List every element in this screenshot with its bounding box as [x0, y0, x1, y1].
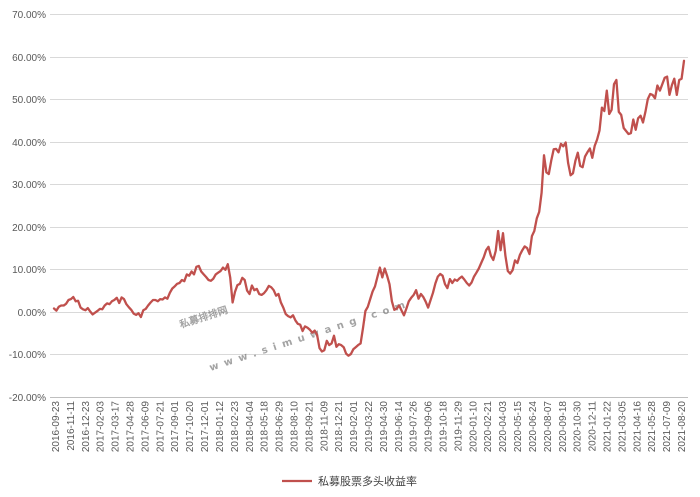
x-tick-label: 2018-09-21 [304, 401, 315, 453]
y-tick-label: 50.00% [12, 95, 46, 106]
x-tick-label: 2021-07-09 [662, 401, 673, 453]
x-tick-label: 2017-10-20 [185, 401, 196, 453]
x-tick-label: 2018-01-12 [215, 401, 226, 453]
x-tick-label: 2019-04-30 [379, 401, 390, 453]
x-tick-label: 2018-02-23 [230, 401, 241, 453]
x-tick-label: 2018-08-10 [289, 401, 300, 453]
watermark-text: 私募排排网 [177, 303, 230, 331]
x-tick-label: 2020-06-24 [528, 401, 539, 453]
x-tick-label: 2017-12-01 [200, 401, 211, 453]
x-tick-label: 2020-04-03 [498, 401, 509, 453]
y-tick-label: -20.00% [9, 393, 46, 404]
gridlines [50, 14, 688, 398]
y-tick-label: -10.00% [9, 350, 46, 361]
x-tick-label: 2018-06-29 [275, 401, 286, 453]
x-tick-label: 2021-05-28 [647, 401, 658, 453]
y-tick-label: 10.00% [12, 265, 46, 276]
series-group [52, 59, 686, 357]
x-tick-label: 2021-03-05 [617, 401, 628, 453]
series-line [52, 59, 686, 357]
x-tick-label: 2020-08-07 [543, 401, 554, 453]
y-tick-label: 30.00% [12, 180, 46, 191]
x-tick-label: 2020-01-10 [468, 401, 479, 453]
x-tick-label: 2021-08-20 [677, 401, 688, 453]
watermark-url: www.simuwang.com [208, 298, 412, 374]
x-tick-label: 2020-10-30 [573, 401, 584, 453]
x-tick-label: 2020-12-11 [588, 401, 599, 452]
y-tick-label: 40.00% [12, 138, 46, 149]
x-tick-label: 2017-09-01 [170, 401, 181, 453]
x-tick-label: 2017-06-09 [140, 401, 151, 453]
x-tick-label: 2019-11-29 [453, 401, 464, 452]
x-tick-label: 2020-09-18 [558, 401, 569, 453]
x-tick-label: 2019-06-14 [394, 401, 405, 453]
y-tick-label: 20.00% [12, 223, 46, 234]
x-tick-label: 2016-09-23 [51, 401, 62, 453]
x-tick-label: 2018-11-09 [319, 401, 330, 452]
y-tick-label: 0.00% [18, 308, 46, 319]
x-tick-label: 2019-09-06 [424, 401, 435, 453]
x-tick-label: 2020-05-15 [513, 401, 524, 453]
x-tick-label: 2019-10-18 [439, 401, 450, 453]
y-tick-label: 60.00% [12, 53, 46, 64]
y-tick-label: 70.00% [12, 10, 46, 21]
y-axis-tick-labels: -20.00% -10.00% 0.00% 10.00% 20.00% 30.00% 40.… [9, 10, 46, 404]
x-tick-label: 2018-04-04 [245, 401, 256, 453]
legend-label: 私募股票多头收益率 [318, 474, 417, 488]
x-tick-label: 2018-05-18 [260, 401, 271, 453]
x-tick-label: 2016-11-11 [66, 401, 77, 451]
x-tick-label: 2016-12-23 [81, 401, 92, 453]
x-tick-label: 2019-02-01 [349, 401, 360, 453]
x-tick-label: 2021-04-16 [632, 401, 643, 453]
x-axis-tick-labels: 2016-09-23 2016-11-11 2016-12-23 2017-02-03… [51, 401, 688, 453]
x-tick-label: 2017-07-21 [155, 401, 166, 453]
x-tick-label: 2017-02-03 [96, 401, 107, 453]
x-tick-label: 2018-12-21 [334, 401, 345, 453]
x-tick-label: 2017-03-17 [111, 401, 122, 453]
x-tick-label: 2019-03-22 [364, 401, 375, 453]
watermark: 私募排排网 www.simuwang.com [177, 298, 412, 374]
x-tick-label: 2020-02-21 [483, 401, 494, 453]
legend: 私募股票多头收益率 [282, 474, 417, 488]
x-tick-label: 2017-04-28 [126, 401, 137, 453]
x-tick-label: 2021-01-22 [602, 401, 613, 453]
x-tick-label: 2019-07-26 [409, 401, 420, 453]
